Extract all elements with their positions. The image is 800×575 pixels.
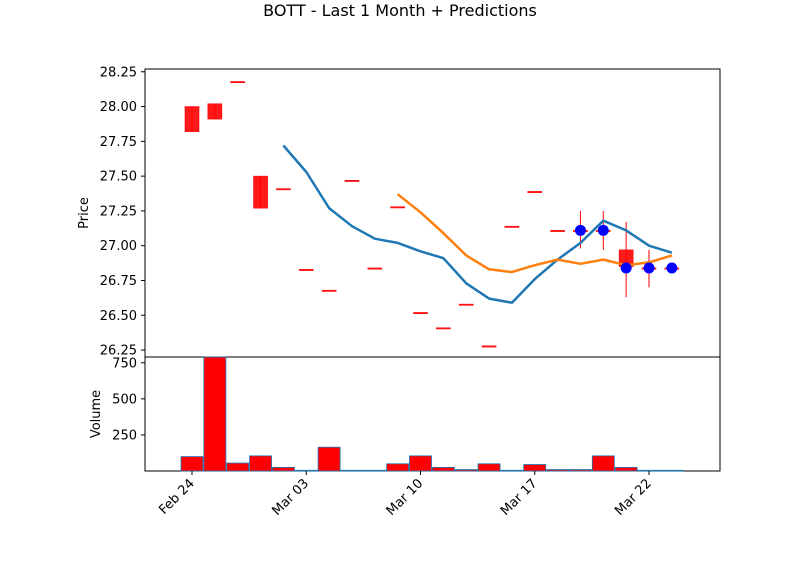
candle-body: [527, 191, 543, 193]
candle-body: [458, 303, 474, 306]
volume-bar: [477, 463, 501, 472]
volume-bar: [249, 455, 272, 472]
candle-body: [504, 225, 520, 228]
price-lines: [282, 144, 673, 304]
prediction-marker: [620, 262, 632, 274]
volume-panel: 250 500 750 Volume Feb 24 Mar 03 Mar 10 Mar 1…: [89, 356, 721, 519]
candle-body: [413, 312, 428, 314]
candle-body: [184, 106, 200, 132]
prediction-marker: [643, 262, 655, 274]
volume-bar: [386, 463, 410, 472]
volume-bar: [431, 466, 455, 472]
price-y-axis: 26.25 26.50 26.75 27.00 27.25 27.50 27.75 28.00…: [100, 65, 145, 359]
price-y-tick-label: 26.75: [100, 274, 137, 289]
prediction-marker: [666, 262, 678, 274]
volume-bar: [569, 469, 592, 472]
candle-body: [367, 267, 383, 270]
price-y-tick-label: 26.25: [100, 344, 137, 359]
volume-bar: [637, 469, 661, 472]
volume-bar: [523, 464, 547, 472]
price-y-tick-label: 26.50: [100, 309, 137, 324]
price-y-tick-label: 27.00: [100, 239, 137, 254]
volume-panel-frame: [144, 356, 721, 472]
candle-body: [321, 289, 337, 292]
price-panel-frame: [144, 68, 721, 358]
volume-bar: [180, 456, 204, 472]
price-y-axis-label: Price: [77, 197, 92, 229]
prediction-marker: [597, 224, 609, 236]
series-line-blue: [282, 144, 673, 304]
volume-bar: [409, 455, 432, 472]
x-axis: Feb 24 Mar 03 Mar 10 Mar 17 Mar 22: [156, 471, 655, 519]
volume-bar: [226, 462, 250, 472]
price-y-tick-label: 28.25: [100, 65, 137, 80]
price-y-tick-label: 27.75: [100, 135, 137, 150]
price-y-tick-label: 28.00: [100, 100, 137, 115]
volume-y-tick-label: 750: [112, 356, 137, 371]
volume-y-tick-label: 250: [112, 428, 137, 443]
volume-bar: [500, 469, 524, 472]
price-y-tick-label: 27.25: [100, 204, 137, 219]
volume-bar: [294, 469, 318, 472]
volume-y-axis-label: Volume: [89, 390, 104, 438]
price-candles: [184, 81, 680, 348]
volume-bar: [454, 469, 478, 472]
x-tick-label: Mar 10: [384, 476, 427, 519]
candle-body: [298, 269, 314, 271]
candle-body: [550, 230, 565, 232]
volume-y-tick-label: 500: [112, 392, 137, 407]
volume-bar: [317, 446, 341, 472]
price-panel: 26.25 26.50 26.75 27.00 27.25 27.50 27.75 28.00…: [77, 65, 721, 359]
price-y-tick-label: 27.50: [100, 170, 137, 185]
price-markers: [574, 224, 678, 274]
candle-body: [253, 175, 268, 209]
chart-title: BOTT - Last 1 Month + Predictions: [263, 1, 537, 20]
x-tick-label: Mar 17: [498, 476, 541, 519]
volume-bar: [546, 469, 569, 472]
volume-bar: [271, 466, 295, 472]
volume-bar: [203, 356, 227, 472]
candle-body: [344, 180, 360, 182]
volume-bar: [660, 469, 684, 472]
volume-bar: [614, 466, 638, 472]
candle-body: [436, 327, 451, 330]
volume-bar: [363, 469, 387, 472]
volume-y-axis: 250 500 750: [112, 356, 145, 443]
x-tick-label: Mar 22: [612, 476, 655, 519]
candle-body: [207, 103, 223, 120]
candle-body: [230, 81, 245, 84]
x-tick-label: Feb 24: [156, 476, 198, 518]
candle-body: [390, 206, 405, 209]
volume-bar: [340, 469, 364, 472]
prediction-marker: [574, 224, 586, 236]
candle-body: [276, 188, 291, 191]
candle-body: [481, 345, 497, 348]
x-tick-label: Mar 03: [270, 476, 313, 519]
volume-bar: [591, 455, 615, 472]
volume-bars: [180, 356, 684, 472]
